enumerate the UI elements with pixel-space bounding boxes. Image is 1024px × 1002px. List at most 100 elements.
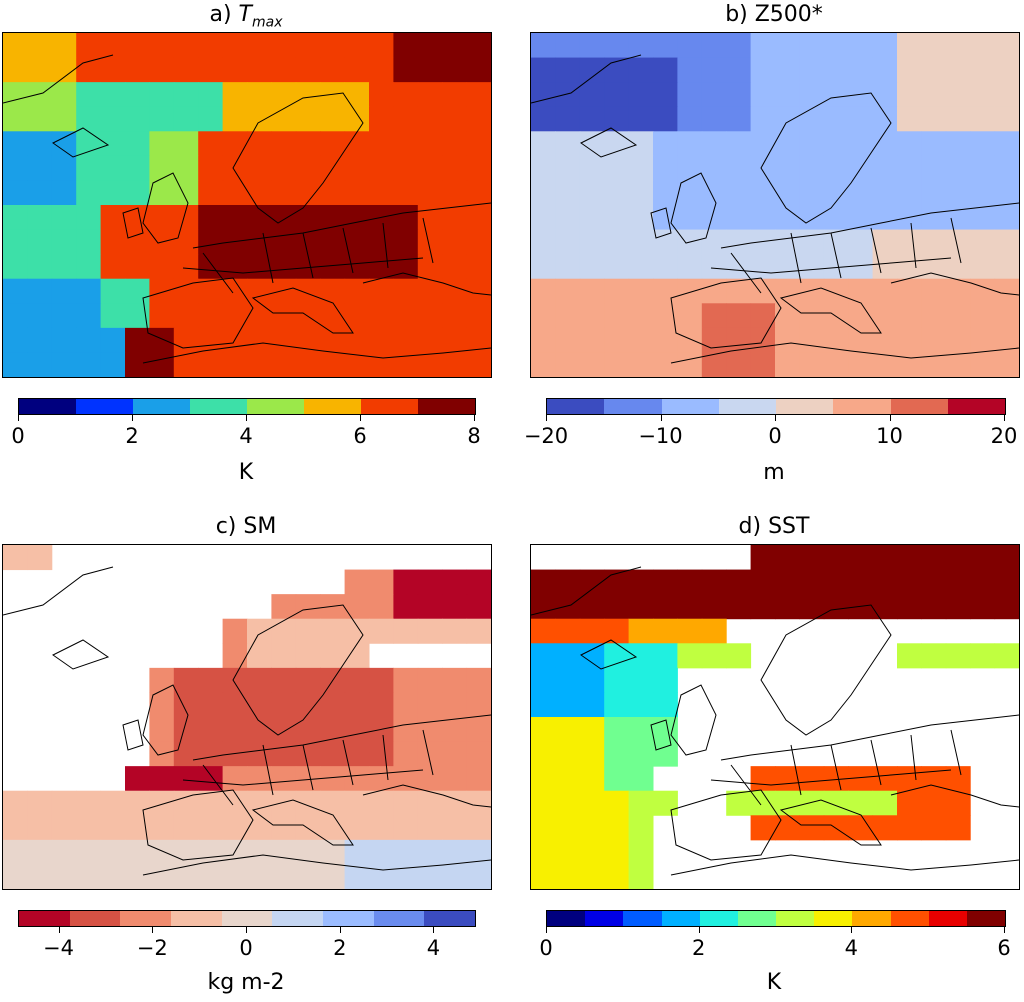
grid-cell bbox=[320, 33, 346, 59]
grid-cell bbox=[247, 741, 272, 767]
grid-cell bbox=[149, 33, 175, 59]
grid-cell bbox=[198, 155, 224, 181]
grid-cell bbox=[100, 790, 126, 816]
grid-cell bbox=[27, 106, 53, 132]
grid-cell bbox=[848, 327, 874, 353]
colorbar-tick-label: 4 bbox=[426, 936, 441, 960]
colorbar-tick bbox=[698, 927, 700, 933]
grid-cell bbox=[945, 327, 971, 353]
grid-cell bbox=[945, 569, 971, 595]
grid-cell bbox=[466, 131, 491, 157]
grid-cell bbox=[653, 33, 678, 59]
grid-cell bbox=[417, 303, 443, 329]
grid-cell bbox=[393, 717, 419, 743]
grid-cell bbox=[100, 303, 126, 329]
grid-cell bbox=[466, 741, 491, 767]
grid-cell bbox=[51, 327, 77, 353]
grid-cell bbox=[466, 692, 491, 718]
grid-cell bbox=[344, 741, 370, 767]
grid-cell bbox=[921, 594, 947, 620]
grid-cell bbox=[872, 131, 898, 157]
grid-cell bbox=[799, 180, 825, 206]
grid-cell bbox=[994, 131, 1019, 157]
panel-c-unit: kg m-2 bbox=[207, 970, 285, 995]
grid-cell bbox=[970, 57, 996, 83]
grid-cell bbox=[173, 839, 199, 865]
grid-cell bbox=[994, 205, 1019, 231]
grid-cell bbox=[994, 106, 1019, 132]
grid-cell bbox=[173, 180, 199, 206]
grid-cell bbox=[100, 254, 126, 280]
grid-cell bbox=[897, 278, 922, 304]
grid-cell bbox=[295, 815, 321, 841]
grid-cell bbox=[848, 545, 874, 571]
grid-cell bbox=[295, 352, 321, 377]
grid-cell bbox=[222, 33, 248, 59]
grid-cell bbox=[417, 569, 443, 595]
coastline bbox=[779, 287, 882, 334]
grid-cell bbox=[872, 229, 898, 255]
grid-cell bbox=[3, 815, 28, 841]
grid-cell bbox=[100, 278, 126, 304]
grid-cell bbox=[579, 254, 605, 280]
grid-cell bbox=[3, 839, 28, 865]
grid-cell bbox=[799, 303, 825, 329]
grid-cell bbox=[945, 815, 971, 841]
grid-cell bbox=[921, 131, 947, 157]
grid-cell bbox=[897, 33, 922, 59]
grid-cell bbox=[125, 327, 150, 353]
grid-cell bbox=[994, 57, 1019, 83]
grid-cell bbox=[872, 106, 898, 132]
grid-cell bbox=[51, 155, 77, 181]
colorbar-segment bbox=[852, 911, 891, 926]
grid-cell bbox=[271, 155, 297, 181]
grid-cell bbox=[848, 131, 874, 157]
grid-cell bbox=[27, 229, 53, 255]
grid-cell bbox=[76, 155, 102, 181]
grid-cell bbox=[872, 327, 898, 353]
grid-cell bbox=[945, 545, 971, 571]
grid-cell bbox=[579, 327, 605, 353]
grid-cell bbox=[198, 692, 224, 718]
grid-cell bbox=[344, 594, 370, 620]
grid-cell bbox=[970, 106, 996, 132]
grid-cell bbox=[701, 594, 727, 620]
grid-cell bbox=[51, 352, 77, 377]
grid-cell bbox=[222, 864, 248, 889]
grid-cell bbox=[555, 303, 581, 329]
grid-cell bbox=[897, 106, 922, 132]
grid-cell bbox=[173, 82, 199, 108]
grid-cell bbox=[604, 229, 630, 255]
grid-cell bbox=[271, 839, 297, 865]
grid-cell bbox=[653, 155, 678, 181]
grid-cell bbox=[775, 303, 800, 329]
grid-cell bbox=[579, 618, 605, 644]
grid-cell bbox=[295, 155, 321, 181]
grid-cell bbox=[100, 327, 126, 353]
grid-cell bbox=[726, 131, 752, 157]
grid-cell bbox=[344, 839, 370, 865]
grid-cell bbox=[51, 254, 77, 280]
coastline bbox=[142, 789, 254, 861]
grid-cell bbox=[173, 254, 199, 280]
coastline bbox=[670, 277, 782, 349]
grid-cell bbox=[750, 106, 776, 132]
grid-cell bbox=[320, 57, 346, 83]
grid-cell bbox=[295, 82, 321, 108]
grid-cell bbox=[555, 180, 581, 206]
grid-cell bbox=[76, 33, 102, 59]
colorbar-tick bbox=[1004, 927, 1005, 933]
grid-cell bbox=[344, 106, 370, 132]
grid-cell bbox=[531, 569, 556, 595]
grid-cell bbox=[653, 327, 678, 353]
grid-cell bbox=[823, 82, 849, 108]
grid-cell bbox=[555, 864, 581, 889]
grid-cell bbox=[604, 82, 630, 108]
coastline bbox=[122, 719, 144, 751]
coastline bbox=[890, 784, 1019, 808]
colorbar-tick-label: 0 bbox=[11, 424, 25, 448]
colorbar-tick bbox=[58, 927, 60, 933]
grid-cell bbox=[555, 692, 581, 718]
panel-b-map bbox=[530, 32, 1020, 378]
grid-cell bbox=[222, 692, 248, 718]
